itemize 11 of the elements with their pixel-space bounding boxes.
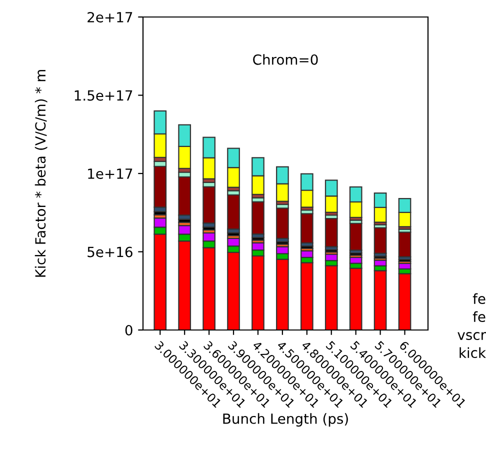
annotation: Chrom=0 (253, 54, 318, 65)
y-tick-label: 1e+17 (88, 168, 132, 179)
y-tick-label: 0 (125, 324, 132, 336)
text: fe (472, 311, 486, 322)
y-tick-label: 5e+16 (88, 246, 132, 258)
x-axis-title: Bunch Length (ps) (223, 413, 348, 427)
y-axis-title: Kick Factor * beta (V/C/m) * m (34, 70, 48, 277)
text: fe (472, 293, 486, 304)
y-tick-label: 1.5e+17 (74, 90, 132, 101)
y-tick-label: 2e+17 (88, 12, 132, 22)
text: vscr (458, 332, 486, 340)
